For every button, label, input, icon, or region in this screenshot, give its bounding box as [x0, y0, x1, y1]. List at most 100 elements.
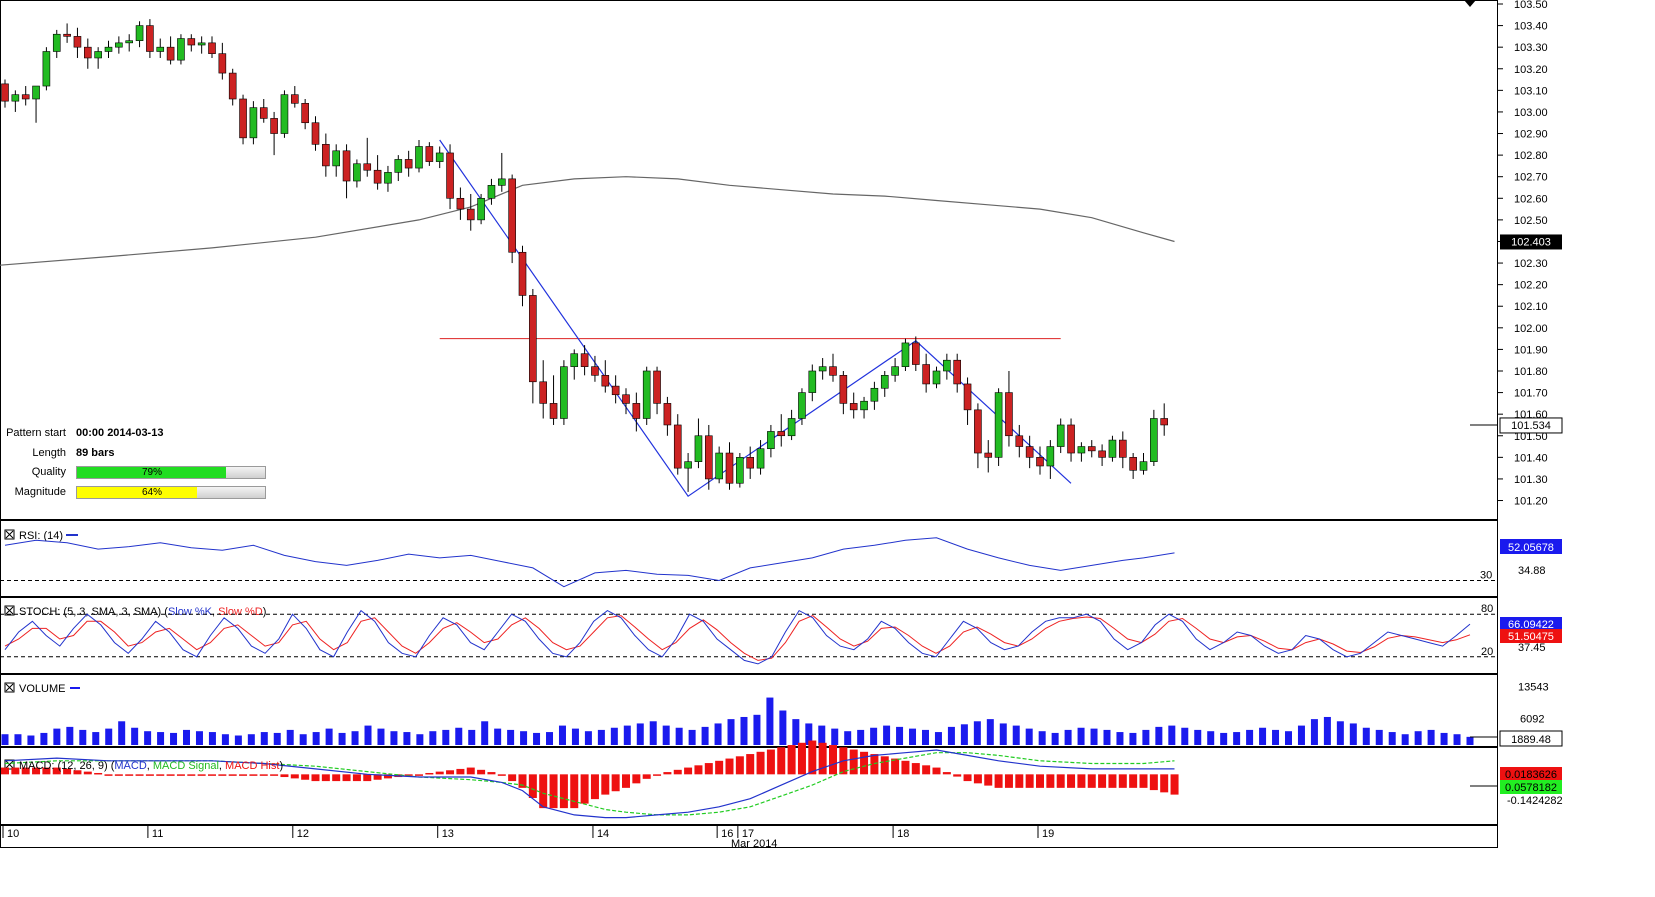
volume-bar — [1388, 732, 1396, 745]
volume-bar — [286, 729, 294, 745]
candle — [818, 366, 827, 372]
price-tick-label: 102.70 — [1514, 172, 1548, 184]
macd-hist-bar — [342, 774, 351, 782]
volume-bar — [662, 725, 670, 745]
rsi-value-box — [1500, 539, 1562, 554]
stoch-panel: STOCH: (5, 3, SMA, 3, SMA) (Slow %K, Slo… — [0, 597, 1562, 674]
volume-bar — [1142, 729, 1150, 745]
volume-panel: VOLUME 13543 6092 1889.48 — [0, 674, 1563, 747]
candle — [860, 400, 868, 411]
volume-bar — [1259, 727, 1267, 745]
rsi-level-label: 30 — [1480, 569, 1492, 581]
volume-bar — [66, 726, 74, 745]
macd-hist-bar — [208, 774, 216, 776]
macd-hist-bar — [135, 774, 144, 776]
candle — [1119, 439, 1127, 458]
volume-tick-label: 13543 — [1518, 682, 1549, 694]
time-axis-frame — [0, 825, 1498, 848]
candle — [922, 364, 930, 385]
macd-hist-bar — [539, 774, 548, 809]
volume-bar — [1284, 731, 1292, 745]
volume-bar — [896, 726, 904, 745]
macd-hist-bar — [973, 774, 982, 784]
candle — [560, 366, 568, 419]
candle — [487, 185, 496, 199]
volume-bar — [390, 731, 398, 745]
candle — [477, 197, 485, 221]
candle — [332, 150, 341, 167]
price-tick-label: 101.90 — [1514, 344, 1548, 356]
volume-title: VOLUME — [19, 683, 65, 695]
volume-bar — [481, 721, 489, 745]
candle — [1046, 446, 1055, 467]
candle — [42, 51, 51, 87]
volume-bar — [429, 731, 437, 745]
pattern-quality-label: Quality — [31, 466, 66, 478]
volume-bar — [857, 729, 865, 745]
candle — [539, 381, 548, 404]
candle — [63, 33, 71, 37]
candle — [187, 38, 196, 46]
volume-bar — [416, 734, 424, 745]
stoch-k-line — [4, 609, 1471, 665]
magnitude-bar: 64% — [76, 485, 266, 499]
ma-value-box — [1500, 234, 1562, 250]
volume-panel-frame — [0, 674, 1498, 747]
macd-hist-bar — [290, 774, 299, 779]
volume-bar — [14, 734, 22, 745]
candle — [404, 159, 413, 169]
macd-hist-bar — [187, 774, 196, 776]
macd-hist-bar — [766, 749, 775, 775]
candle — [694, 435, 703, 462]
macd-hist-bar — [497, 774, 506, 776]
volume-bar — [53, 728, 61, 745]
macd-hist-bar — [73, 770, 82, 775]
candle — [622, 394, 630, 404]
volume-bar — [1336, 721, 1344, 745]
candle — [342, 150, 351, 182]
candle — [839, 375, 848, 404]
volume-bar — [753, 714, 761, 745]
stoch-title-paren-open: ( — [164, 606, 168, 618]
volume-bar — [208, 732, 216, 745]
volume-bar — [623, 725, 631, 745]
pattern-start-row: Pattern start 00:00 2014-03-13 — [0, 424, 290, 444]
candle — [146, 25, 154, 52]
macd-value-label: 0.0183626 — [1505, 769, 1557, 781]
candle — [518, 251, 527, 296]
candle — [1139, 461, 1148, 471]
stoch-lower-level-label: 20 — [1481, 646, 1493, 658]
candle — [249, 107, 258, 139]
volume-bar — [1414, 731, 1422, 745]
candle — [632, 403, 641, 419]
pattern-info-panel: Pattern start 00:00 2014-03-13 Length 89… — [0, 424, 290, 502]
time-axis-label: 17 — [742, 828, 754, 840]
volume-bar — [999, 723, 1007, 745]
candle — [591, 366, 599, 376]
candle — [984, 452, 993, 458]
volume-bar — [649, 721, 657, 745]
candle — [197, 42, 206, 46]
macd-hist-bar — [456, 768, 465, 775]
macd-hist-bar — [725, 758, 734, 775]
volume-bar — [986, 719, 994, 745]
scroll-arrow-icon[interactable] — [1464, 0, 1476, 7]
macd-hist-bar — [1025, 774, 1034, 788]
macd-hist-bar — [735, 756, 744, 775]
price-panel-frame — [0, 0, 1498, 520]
volume-bar — [312, 732, 320, 745]
candle — [456, 197, 465, 210]
candle — [11, 94, 20, 102]
volume-bar — [1272, 729, 1280, 745]
time-axis-label: 16 — [721, 828, 733, 840]
volume-bar — [442, 729, 450, 745]
time-axis-label: 14 — [597, 828, 609, 840]
macd-hist-bar — [580, 774, 589, 804]
volume-bar — [1103, 729, 1111, 745]
macd-hist-bar — [280, 774, 289, 778]
candle — [208, 42, 216, 54]
macd-hist-bar — [259, 774, 268, 776]
candle — [156, 46, 165, 52]
volume-bar — [1038, 731, 1046, 745]
